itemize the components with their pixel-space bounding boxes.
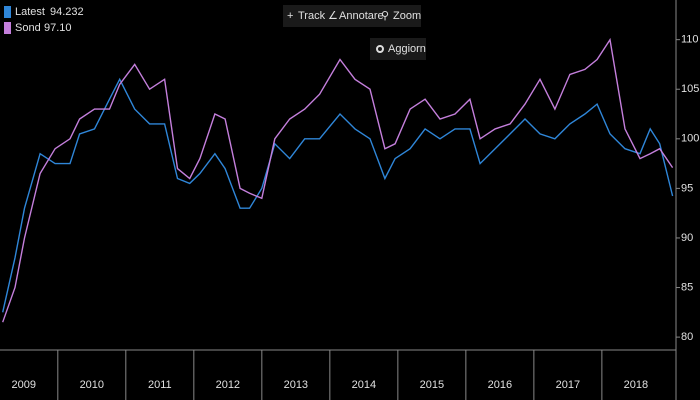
y-tick-label: 95 <box>681 182 693 194</box>
series-line <box>2 77 674 313</box>
refresh-icon <box>376 45 384 53</box>
zoom-icon: ⚲ <box>381 10 389 22</box>
toolbar: + Track ∠ Annotare ⚲ Zoom Aggiorn <box>283 5 426 60</box>
x-tick-label: 2016 <box>488 379 512 391</box>
track-icon: + <box>287 10 293 22</box>
legend-name: Latest <box>15 6 45 18</box>
legend-swatch <box>4 6 11 18</box>
legend-value: 94.232 <box>50 6 84 18</box>
zoom-button[interactable]: Zoom <box>393 10 421 22</box>
x-tick-label: 2010 <box>80 379 104 391</box>
x-tick-label: 2018 <box>624 379 648 391</box>
x-tick-label: 2015 <box>420 379 444 391</box>
y-tick-label: 80 <box>681 331 693 343</box>
annotate-icon: ∠ <box>328 10 338 22</box>
x-tick-label: 2014 <box>352 379 376 391</box>
x-tick-label: 2017 <box>556 379 580 391</box>
legend-name: Sond <box>15 22 41 34</box>
refresh-bg[interactable] <box>370 38 426 60</box>
series-line <box>2 37 674 323</box>
annotate-button[interactable]: Annotare <box>339 10 384 22</box>
track-button[interactable]: Track <box>298 10 326 22</box>
legend-value: 97.10 <box>44 22 72 34</box>
x-tick-label: 2013 <box>284 379 308 391</box>
y-tick-label: 85 <box>681 281 693 293</box>
x-tick-label: 2012 <box>216 379 240 391</box>
x-tick-label: 2009 <box>12 379 36 391</box>
y-tick-label: 90 <box>681 232 693 244</box>
x-tick-label: 2011 <box>148 379 172 391</box>
legend-swatch <box>4 22 11 34</box>
y-tick-label: 100 <box>681 133 699 145</box>
toolbar-bg <box>283 5 421 27</box>
y-tick-label: 105 <box>681 83 699 95</box>
y-tick-label: 110 <box>681 34 699 46</box>
refresh-button[interactable]: Aggiorn <box>388 43 426 55</box>
